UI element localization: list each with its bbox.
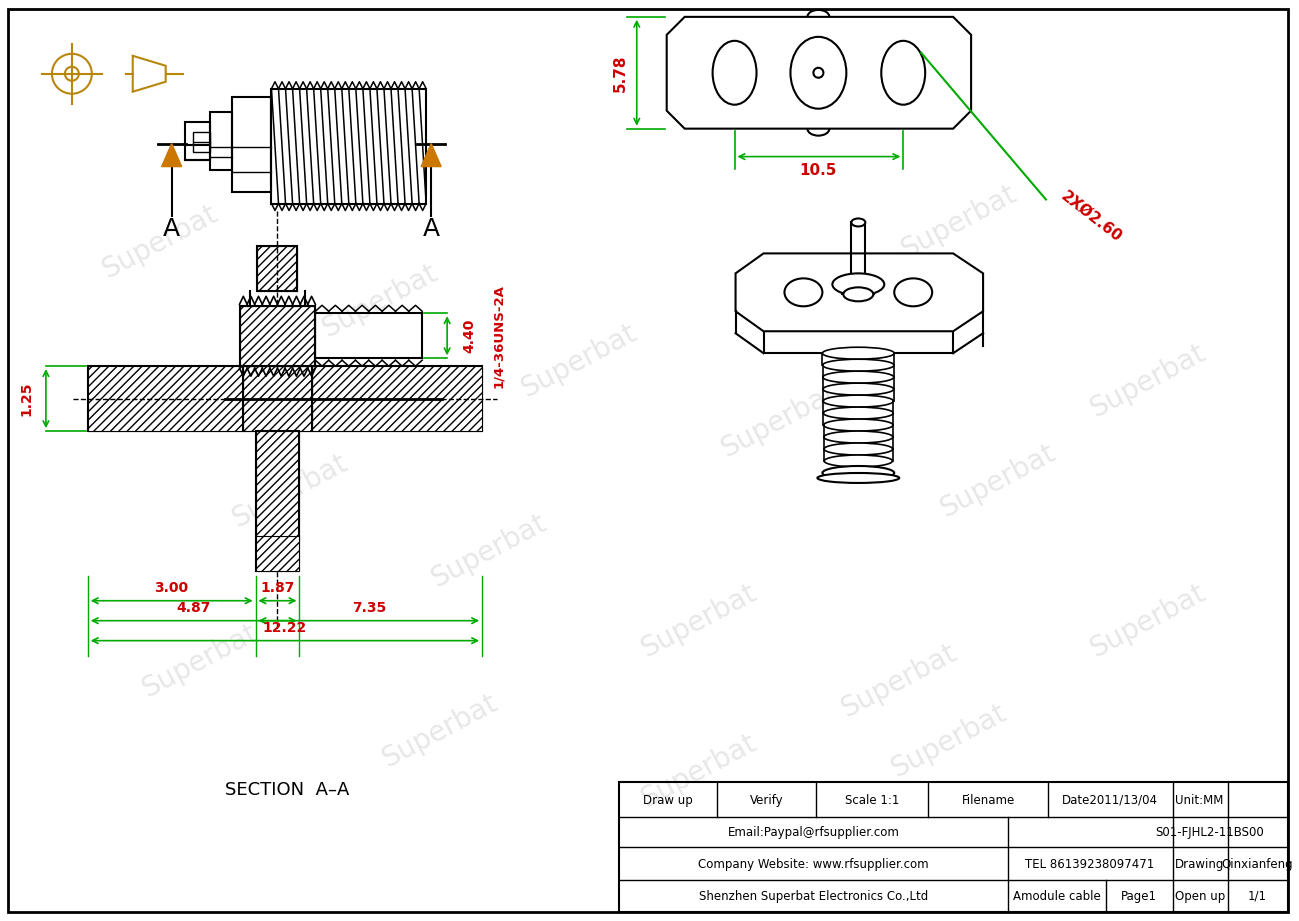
Bar [239,307,316,367]
Bar [231,97,271,192]
Text: Verify: Verify [750,794,783,807]
Ellipse shape [822,466,894,480]
Ellipse shape [822,347,894,359]
Ellipse shape [822,359,894,371]
Bar [256,431,299,571]
Text: A: A [164,217,181,241]
Text: Superbat: Superbat [637,729,761,812]
Ellipse shape [833,274,885,296]
Text: Superbat: Superbat [1085,339,1211,424]
Text: 1/4-36UNS-2A: 1/4-36UNS-2A [492,285,505,388]
Ellipse shape [824,419,892,431]
Text: 1/1: 1/1 [1248,890,1267,903]
Polygon shape [161,144,182,167]
Text: Superbat: Superbat [1085,578,1211,663]
Bar [312,367,482,431]
Bar [209,111,231,169]
Text: 5.78: 5.78 [613,54,629,91]
Text: SECTION  A–A: SECTION A–A [225,781,349,799]
Text: Superbat: Superbat [716,379,840,463]
Bar [316,313,422,358]
Bar [88,367,243,431]
Text: 12.22: 12.22 [262,621,307,635]
Ellipse shape [824,431,892,443]
Bar [243,367,312,431]
Text: Superbat: Superbat [835,638,961,723]
Text: Superbat: Superbat [886,698,1011,783]
Text: Superbat: Superbat [227,449,352,533]
Ellipse shape [824,407,894,419]
Text: Superbat: Superbat [317,259,442,344]
Text: TEL 86139238097471: TEL 86139238097471 [1025,857,1155,870]
Text: Superbat: Superbat [895,180,1021,263]
Bar [184,122,209,159]
Text: Company Website: www.rfsupplier.com: Company Website: www.rfsupplier.com [698,857,929,870]
Bar [256,431,299,541]
Bar [88,367,482,431]
Bar [257,247,297,291]
Text: 2XØ2.60: 2XØ2.60 [1057,188,1125,245]
Text: Superbat: Superbat [377,688,501,773]
Bar [271,88,426,204]
Text: Superbat: Superbat [426,508,552,593]
Ellipse shape [817,473,899,483]
Bar [257,247,297,291]
Text: Email:Paypal@rfsupplier.com: Email:Paypal@rfsupplier.com [727,826,899,839]
Ellipse shape [785,278,822,307]
Ellipse shape [824,395,894,407]
Text: A: A [422,217,440,241]
Text: 3.00: 3.00 [155,581,188,595]
Text: 1.87: 1.87 [260,581,295,595]
Bar [192,132,209,152]
Ellipse shape [851,218,865,227]
Text: Page1: Page1 [1121,890,1157,903]
Bar [256,536,299,571]
Bar [618,782,1289,912]
Text: 1.25: 1.25 [19,382,32,416]
Polygon shape [735,253,983,332]
Text: Superbat: Superbat [136,619,262,703]
Text: Amodule cable: Amodule cable [1013,890,1100,903]
Text: Scale 1:1: Scale 1:1 [846,794,899,807]
Ellipse shape [824,383,894,395]
Text: Qinxianfeng: Qinxianfeng [1222,857,1294,870]
Text: Unit:MM: Unit:MM [1176,794,1224,807]
Ellipse shape [824,443,892,455]
Ellipse shape [843,287,873,301]
Text: 4.87: 4.87 [177,600,210,614]
Text: 7.35: 7.35 [352,600,386,614]
Text: S01-FJHL2-11BS00: S01-FJHL2-11BS00 [1155,826,1264,839]
Text: Shenzhen Superbat Electronics Co.,Ltd: Shenzhen Superbat Electronics Co.,Ltd [699,890,927,903]
Text: Superbat: Superbat [516,319,642,403]
Text: Open up: Open up [1174,890,1225,903]
Text: 4.40: 4.40 [462,319,475,354]
Ellipse shape [822,371,894,383]
Ellipse shape [824,455,892,467]
Text: Superbat: Superbat [935,438,1060,523]
Text: Filename: Filename [961,794,1015,807]
Ellipse shape [894,278,933,307]
Text: 10.5: 10.5 [800,163,837,178]
Text: Superbat: Superbat [97,199,222,284]
Text: Drawing: Drawing [1176,857,1225,870]
Polygon shape [421,144,442,167]
Text: Date2011/13/04: Date2011/13/04 [1061,794,1157,807]
Text: Superbat: Superbat [637,578,761,663]
Text: Draw up: Draw up [643,794,692,807]
Bar [239,307,316,367]
